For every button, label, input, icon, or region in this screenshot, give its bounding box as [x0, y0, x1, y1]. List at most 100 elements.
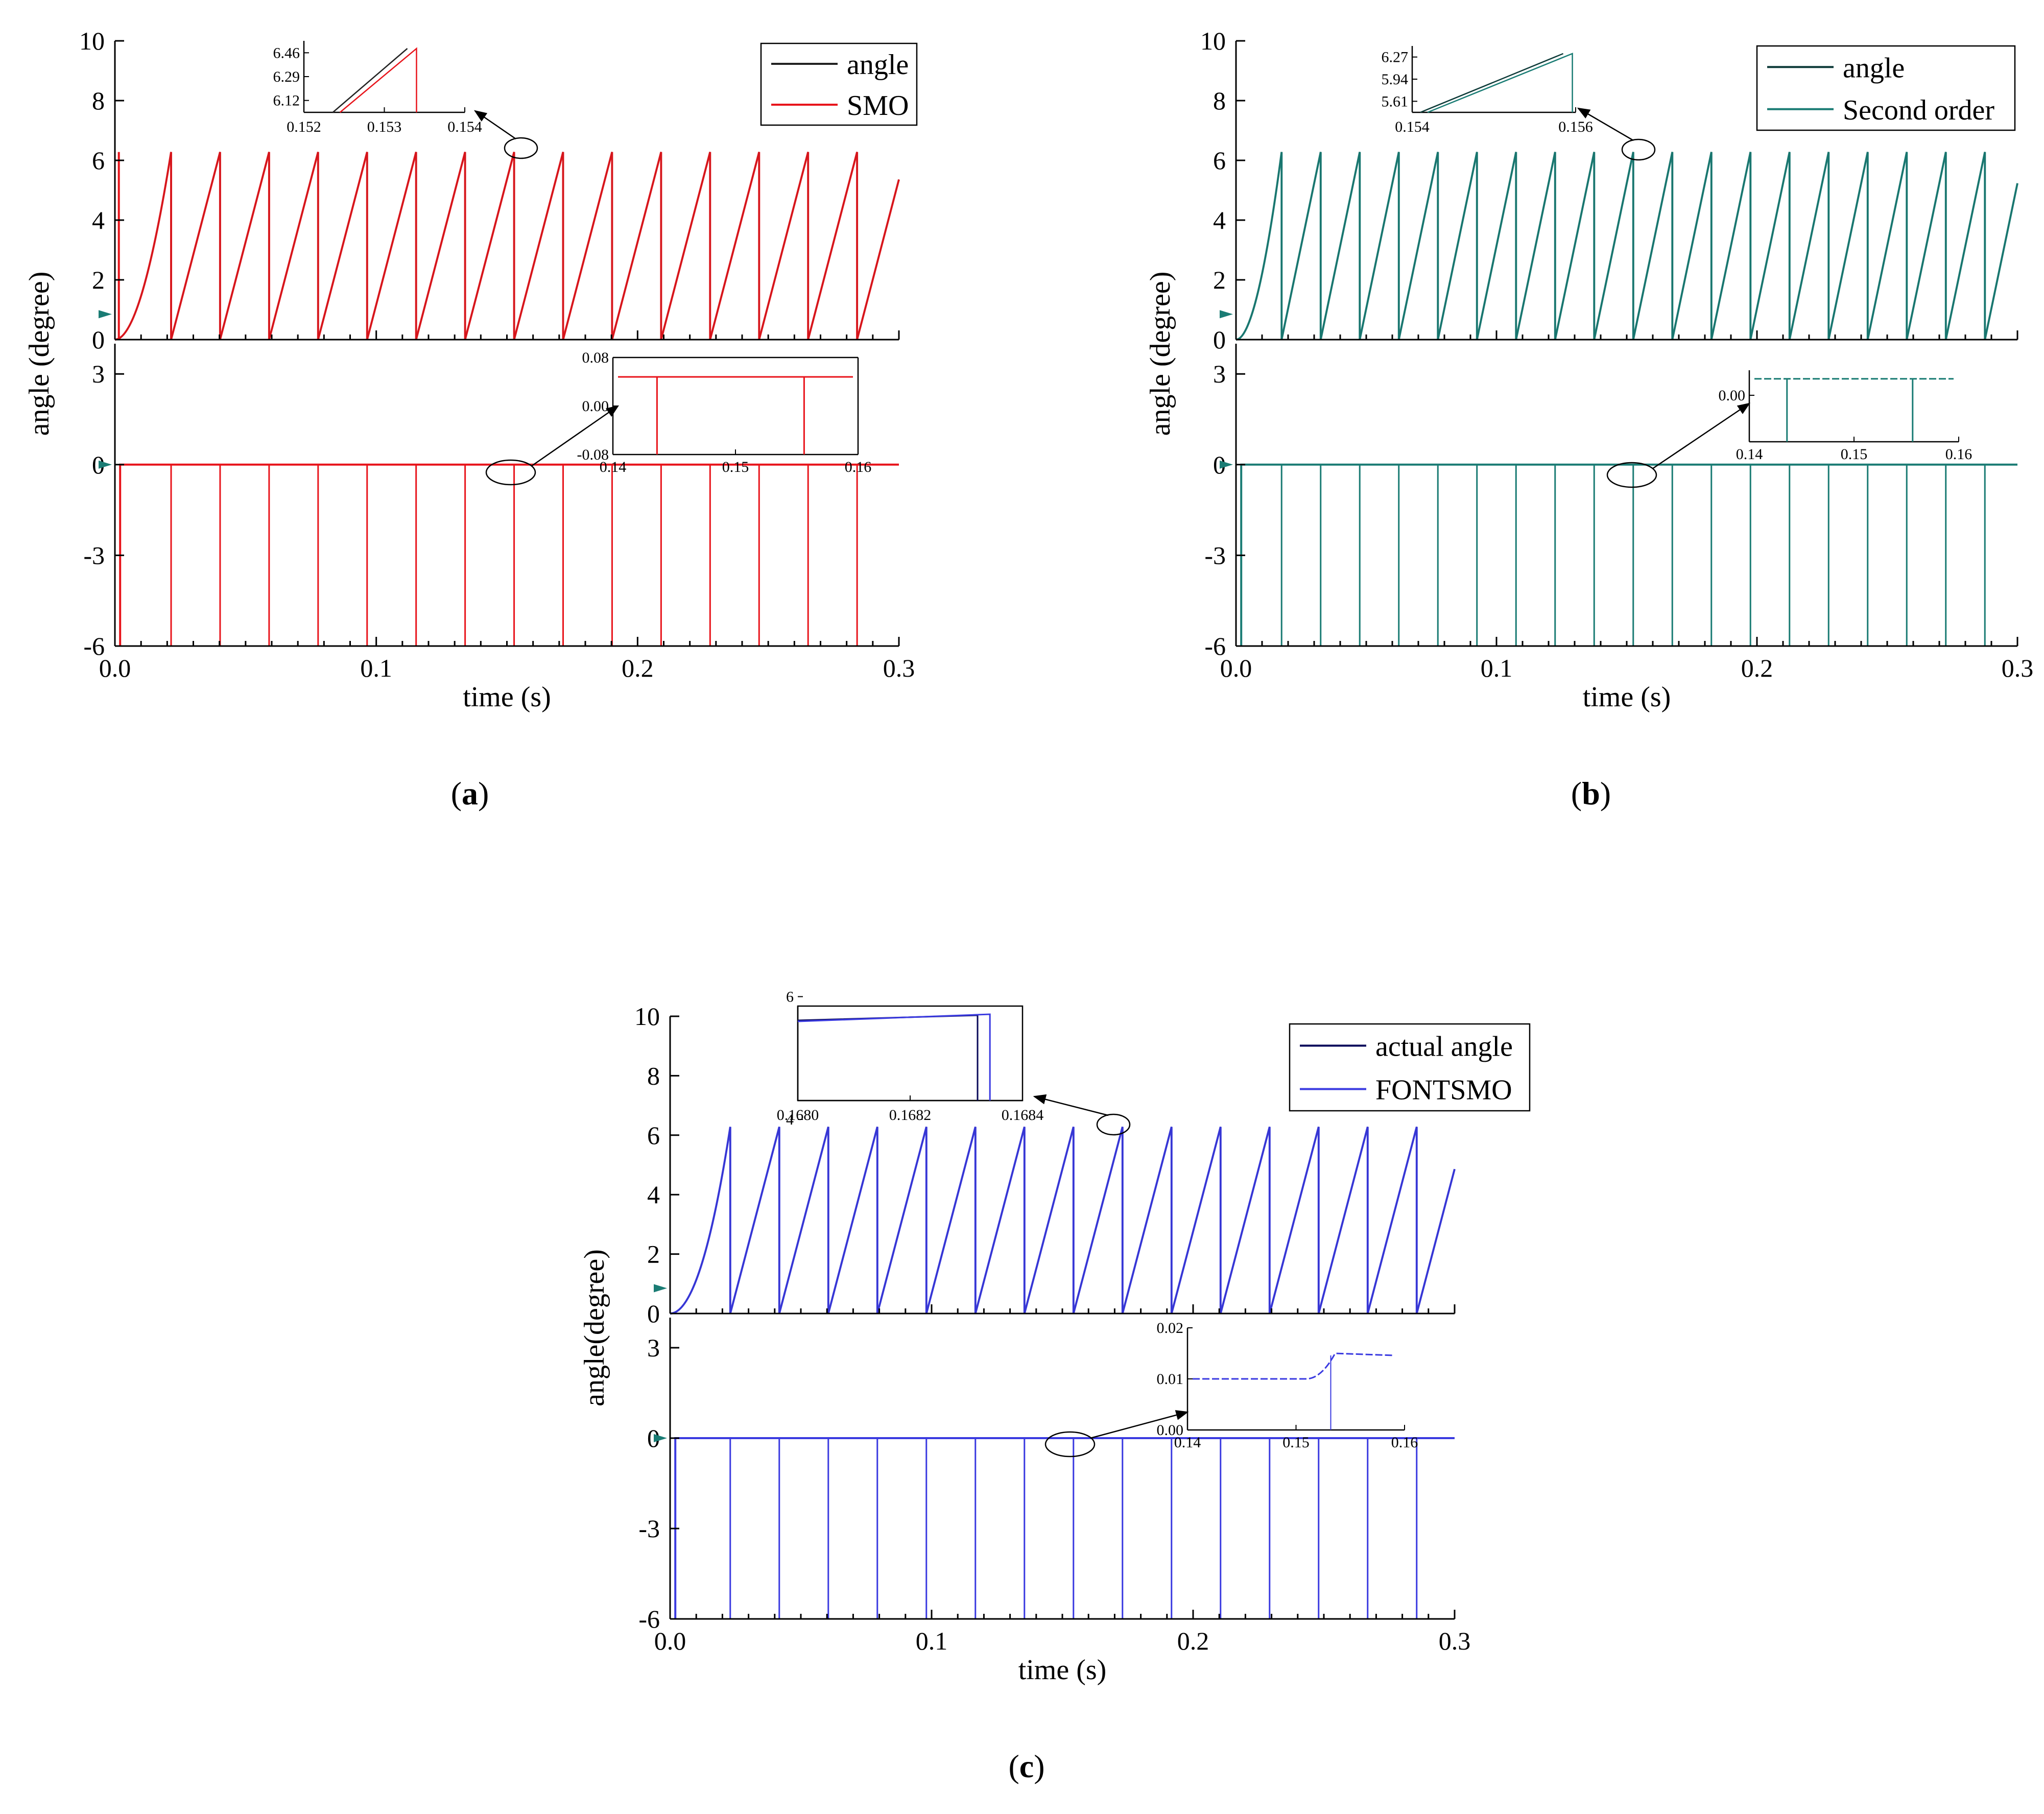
axis-marker-icon	[1220, 310, 1233, 319]
inset-top-y-tick-label: 6.29	[273, 68, 300, 85]
inset-top-reference-trace	[332, 48, 408, 113]
inset-bottom: -0.08 0.00 0.08 0.14 0.15 0.16	[577, 349, 872, 475]
inset-top-x-tick-label: 0.1684	[1002, 1107, 1044, 1124]
highlight-ellipse-top	[1096, 1113, 1131, 1136]
inset-top-x-tick-label: 0.153	[367, 118, 402, 135]
top-y-tick-label: 10	[1200, 27, 1226, 55]
bottom-x-tick-label: 0.0	[1220, 654, 1252, 682]
bottom-y-tick-label: -3	[83, 541, 105, 569]
zoom-arrow-bottom	[1090, 1410, 1189, 1439]
inset-top-y-tick-label: 6.27	[1382, 49, 1409, 66]
trace-estimated-angle	[1235, 152, 2018, 341]
inset-bottom-x-tick-label: 0.14	[1174, 1434, 1201, 1451]
caption-letter: a	[462, 775, 478, 811]
inset-top-y-tick-label: 6.46	[273, 44, 300, 61]
inset-bottom-x-tick-label: 0.16	[1391, 1434, 1418, 1451]
bottom-y-tick-label: -6	[83, 632, 105, 660]
inset-top-reference-trace	[797, 1014, 979, 1101]
caption-close: )	[1034, 1748, 1044, 1784]
inset-top-y-tick-label: 4	[786, 1111, 794, 1128]
legend-label: SMO	[847, 90, 909, 122]
inset-bottom-y-tick-label: 0.08	[582, 349, 609, 366]
trace-estimated-angle	[114, 152, 900, 341]
zoom-arrow-top	[1577, 107, 1634, 141]
inset-top-frame	[797, 1005, 1024, 1102]
bottom-x-tick-label: 0.3	[2002, 654, 2034, 682]
inset-bottom-y-tick-label: -0.08	[577, 446, 609, 463]
highlight-ellipse-bottom	[1044, 1431, 1096, 1458]
bottom-x-tick-label: 0.1	[1481, 654, 1513, 682]
bottom-y-tick-label: -3	[638, 1514, 660, 1543]
zoom-arrow-bottom	[1652, 402, 1751, 470]
caption-close: )	[478, 775, 489, 811]
legend-box	[1289, 1023, 1531, 1112]
highlight-ellipse-bottom	[1606, 462, 1657, 488]
axis-marker-icon	[99, 460, 112, 469]
top-y-tick-label: 10	[634, 1002, 660, 1031]
trace-error-baseline	[119, 463, 899, 646]
y-axis-label: angle(degree)	[579, 1249, 610, 1406]
legend-label: Second order	[1843, 94, 1994, 126]
inset-top: 6.12 6.29 6.46 0.152 0.153 0.154	[273, 41, 482, 135]
highlight-ellipse-top	[504, 137, 538, 159]
bottom-y-tick-label: 3	[92, 360, 105, 388]
inset-top-x-tick-label: 0.152	[287, 118, 321, 135]
top-y-tick-label: 8	[92, 86, 105, 115]
axis-marker-icon	[654, 1434, 667, 1442]
caption-open: (	[1571, 775, 1582, 811]
inset-bottom-x-tick-label: 0.16	[845, 459, 872, 475]
bottom-x-tick-label: 0.1	[360, 654, 392, 682]
panel-caption: (c)	[1008, 1748, 1044, 1784]
top-y-tick-label: 6	[92, 146, 105, 175]
inset-bottom-y-tick-label: 0.02	[1157, 1320, 1184, 1336]
inset-bottom-x-tick-label: 0.15	[722, 459, 749, 475]
bottom-x-tick-label: 0.3	[1439, 1627, 1471, 1655]
caption-open: (	[1008, 1748, 1019, 1784]
inset-top-y-tick-label: 6	[786, 989, 794, 1006]
panel-caption: (b)	[1571, 775, 1611, 811]
bottom-x-tick-label: 0.1	[916, 1627, 948, 1655]
top-y-tick-label: 2	[92, 266, 105, 294]
top-y-tick-label: 0	[647, 1299, 660, 1328]
axis-marker-icon	[99, 310, 112, 319]
inset-top-x-tick-label: 0.156	[1558, 118, 1593, 135]
legend-box	[1756, 45, 2016, 131]
inset-bottom-error-trace	[1193, 1352, 1394, 1380]
top-y-tick-label: 8	[647, 1061, 660, 1090]
bottom-y-tick-label: 3	[1213, 360, 1226, 388]
inset-bottom-x-tick-label: 0.15	[1282, 1434, 1310, 1451]
inset-top-y-tick-label: 6.12	[273, 92, 300, 109]
inset-bottom-x-tick-label: 0.14	[1736, 446, 1763, 463]
inset-bottom-x-tick-label: 0.15	[1841, 446, 1868, 463]
legend-label: angle	[847, 49, 909, 81]
x-axis-label: time (s)	[1018, 1654, 1107, 1686]
bottom-x-tick-label: 0.0	[654, 1627, 686, 1655]
legend-box	[760, 42, 918, 126]
inset-bottom-y-tick-label: 0.00	[1157, 1422, 1184, 1439]
y-axis-label: angle (degree)	[23, 272, 55, 436]
top-y-tick-label: 4	[647, 1180, 660, 1209]
inset-top-estimate-trace	[1427, 53, 1573, 113]
bottom-y-tick-label: -3	[1204, 541, 1226, 569]
top-y-tick-label: 8	[1213, 86, 1226, 115]
inset-top-estimate-trace	[797, 1013, 991, 1101]
panel-caption: (a)	[451, 775, 489, 811]
inset-top-y-tick-label: 5.61	[1382, 93, 1409, 110]
inset-top: 5.61 5.94 6.27 0.154 0.156	[1382, 46, 1593, 135]
inset-bottom-y-tick-label: 0.01	[1157, 1371, 1184, 1388]
bottom-y-tick-label: -6	[638, 1605, 660, 1633]
trace-estimated-angle	[670, 1126, 1456, 1315]
bottom-x-tick-label: 0.2	[1741, 654, 1773, 682]
caption-letter: b	[1582, 775, 1600, 811]
caption-close: )	[1600, 775, 1611, 811]
inset-top-x-tick-label: 0.1680	[777, 1107, 819, 1124]
trace-reference-angle	[670, 1127, 1456, 1315]
highlight-ellipse-bottom	[485, 459, 536, 486]
zoom-arrow-top	[1033, 1094, 1109, 1116]
inset-top-x-tick-label: 0.154	[1395, 118, 1430, 135]
inset-top: 4 6 0.1680 0.1682 0.1684	[777, 989, 1044, 1129]
